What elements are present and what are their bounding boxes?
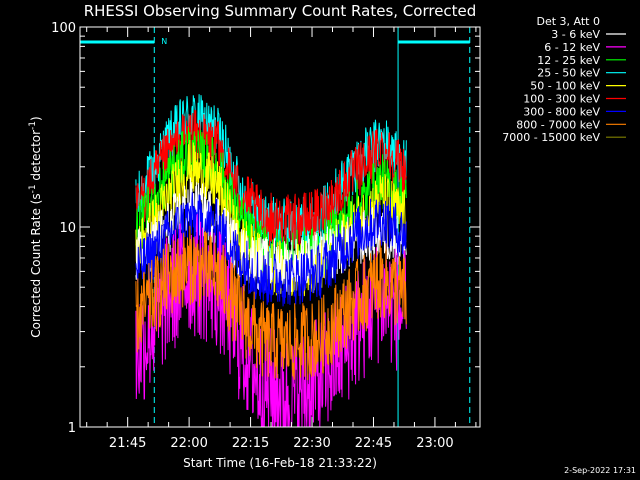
y-tick-label-0: 1 (68, 421, 76, 436)
axes: 21:45 22:00 22:15 22:30 22:45 23:00 1 10 100 (51, 21, 480, 451)
x-tick-label-0: 21:45 (109, 436, 146, 451)
series-line-6 (135, 192, 407, 307)
x-tick-label-1: 22:00 (170, 436, 207, 451)
x-axis-label: Start Time (16-Feb-18 21:33:22) (183, 456, 377, 470)
legend-label-3: 25 - 50 keV (537, 67, 600, 80)
y-axis-label-sup2: -1 (28, 121, 38, 130)
y-axis-label-sup1: -1 (28, 184, 38, 193)
legend-label-7: 800 - 7000 keV (516, 118, 600, 131)
series-group (135, 94, 407, 428)
y-axis-label-mid: detector (29, 130, 43, 185)
x-tick-label-4: 22:45 (355, 436, 392, 451)
x-tick-label-5: 23:00 (416, 436, 453, 451)
legend-label-6: 300 - 800 keV (523, 105, 600, 118)
chart-title: RHESSI Observing Summary Count Rates, Co… (84, 2, 477, 20)
y-tick-label-2: 100 (51, 21, 76, 36)
legend-label-2: 12 - 25 keV (537, 54, 600, 67)
legend-label-1: 6 - 12 keV (544, 41, 600, 54)
y-axis-label: Corrected Count Rate (s-1 detector-1) (28, 116, 43, 337)
date-stamp: 2-Sep-2022 17:31 (564, 466, 636, 475)
x-tick-label-2: 22:15 (232, 436, 269, 451)
legend-label-8: 7000 - 15000 keV (502, 131, 600, 144)
legend-label-0: 3 - 6 keV (551, 28, 600, 41)
orbit-flag: N (161, 37, 167, 46)
legend-label-4: 50 - 100 keV (530, 80, 600, 93)
legend-title: Det 3, Att 0 (537, 15, 601, 28)
x-tick-label-3: 22:30 (293, 436, 330, 451)
series-line-7 (135, 225, 407, 381)
y-axis-label-end: ) (29, 116, 43, 121)
y-tick-label-1: 10 (59, 221, 76, 236)
y-axis-label-main: Corrected Count Rate (s (29, 193, 43, 337)
legend-label-5: 100 - 300 keV (523, 93, 600, 106)
